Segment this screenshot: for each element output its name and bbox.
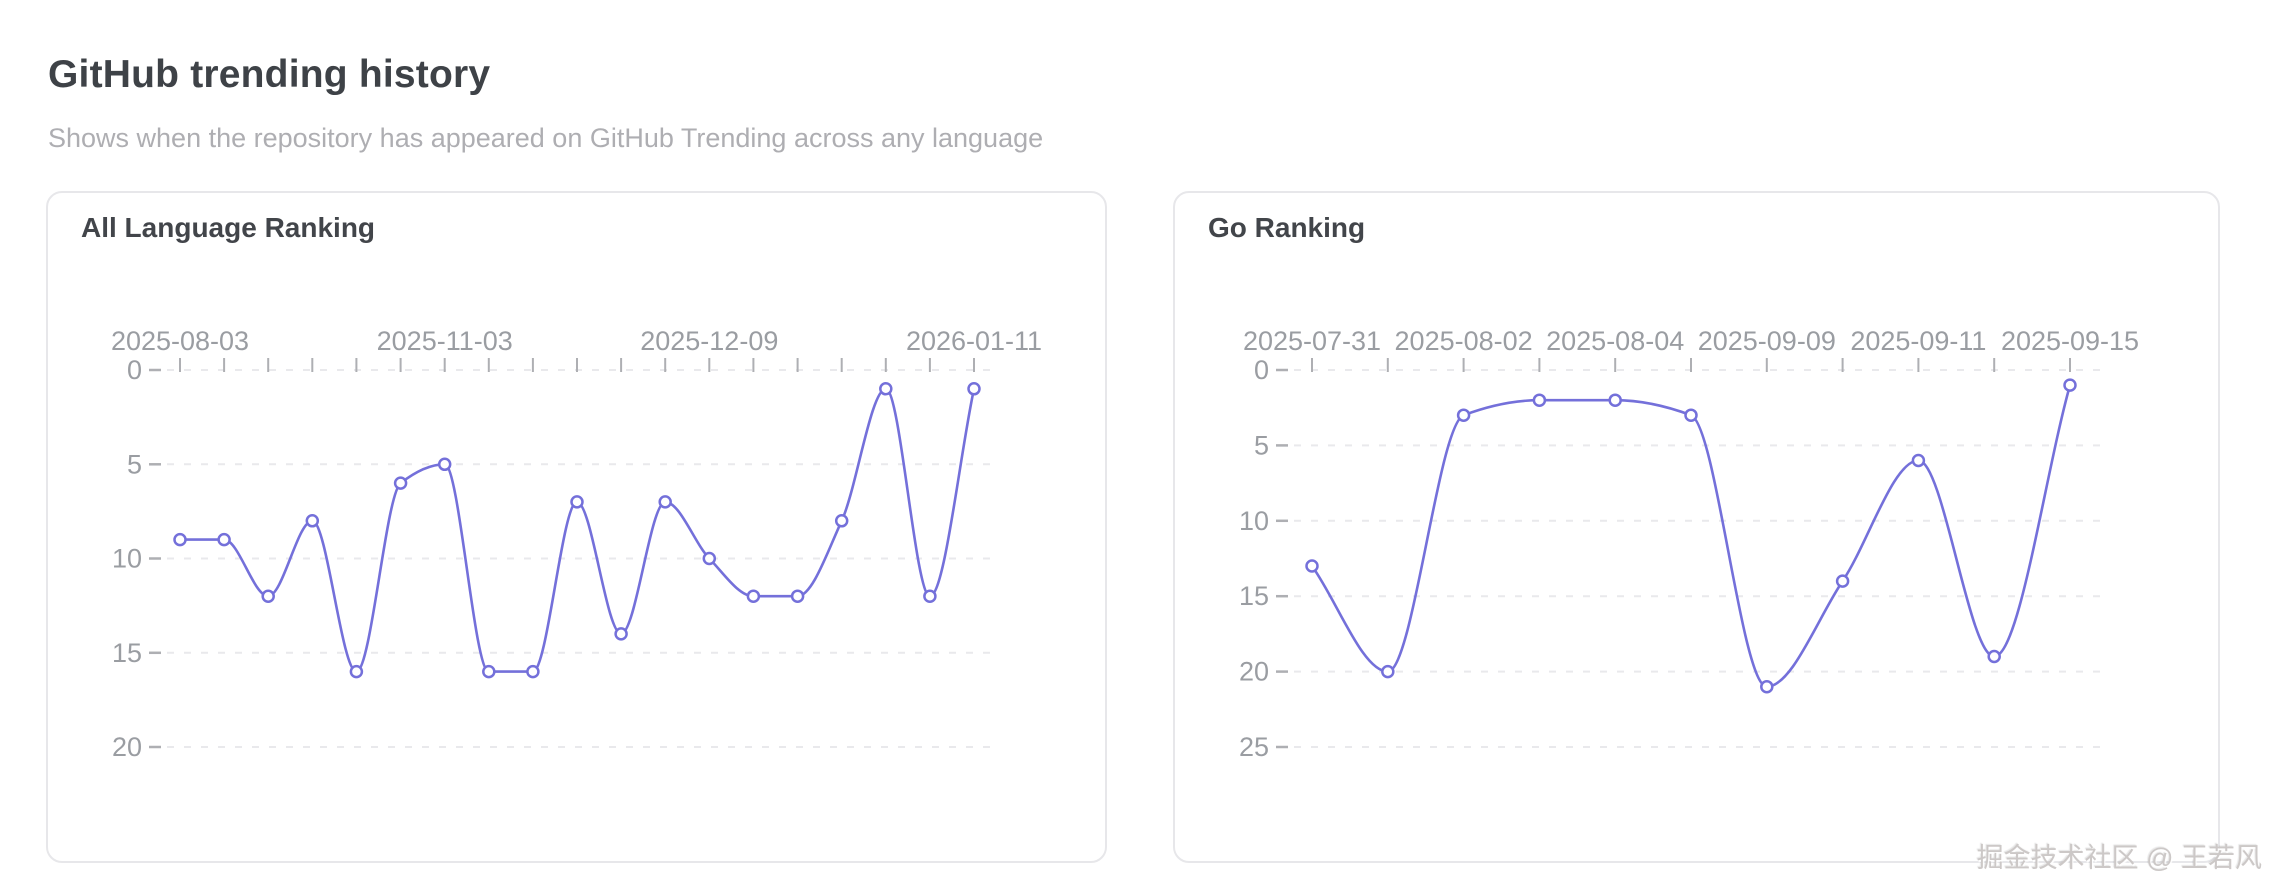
x-axis-label: 2025-08-02 — [1395, 326, 1533, 356]
data-point-marker — [614, 627, 628, 641]
x-axis-label: 2025-08-04 — [1546, 326, 1684, 356]
data-point-marker — [305, 514, 320, 528]
all-language-ranking-title: All Language Ranking — [81, 212, 376, 243]
data-point-marker — [1987, 649, 2001, 664]
data-point-marker — [1760, 679, 1774, 694]
x-axis-label: 2025-09-15 — [2001, 326, 2139, 356]
y-axis-label: 5 — [127, 449, 142, 479]
data-point-marker — [173, 532, 187, 547]
y-axis-label: 0 — [127, 355, 142, 385]
y-axis-label: 10 — [112, 544, 142, 574]
x-axis-label: 2025-08-03 — [111, 326, 249, 356]
x-axis-label: 2025-11-03 — [377, 326, 513, 356]
data-point-marker — [1608, 393, 1622, 407]
data-point-marker — [1835, 574, 1850, 588]
x-axis-label: 2025-12-09 — [640, 326, 778, 356]
data-point-marker — [217, 532, 231, 547]
data-point-marker — [834, 514, 849, 528]
data-point-marker — [1456, 408, 1471, 422]
go-ranking-card: Go Ranking 0 5 10 15 20 25 2025-07-31 2025-08-0… — [1173, 191, 2220, 863]
data-point-marker — [658, 495, 672, 509]
data-point-marker — [1305, 559, 1319, 573]
data-point-marker — [1381, 664, 1395, 679]
y-axis-label: 15 — [112, 638, 142, 668]
y-axis-label: 15 — [1239, 581, 1269, 611]
series-line — [1310, 383, 2072, 689]
data-point-marker — [790, 589, 805, 603]
data-point-marker — [702, 551, 717, 566]
data-point-marker — [879, 382, 893, 396]
page-title: GitHub trending history — [48, 53, 491, 96]
all-language-ranking-card: All Language Ranking 0 5 10 15 20 2025-08-03 2… — [46, 191, 1107, 863]
data-point-marker — [1911, 453, 1926, 468]
data-point-marker — [393, 476, 408, 490]
data-point-marker — [437, 457, 452, 472]
y-axis-label: 0 — [1254, 355, 1269, 385]
data-point-marker — [482, 664, 496, 679]
all-language-ranking-chart: 0 5 10 15 20 2025-08-03 2025-11-03 2025-12-09 20… — [111, 326, 1042, 762]
data-point-marker — [2063, 378, 2077, 392]
y-axis-label: 20 — [112, 732, 142, 762]
go-ranking-chart: 0 5 10 15 20 25 2025-07-31 2025-08-02 2025-08-04… — [1239, 326, 2139, 762]
y-axis-label: 10 — [1239, 506, 1269, 536]
x-axis-label: 2026-01-11 — [906, 326, 1042, 356]
data-point-marker — [349, 664, 364, 679]
y-axis-label: 20 — [1239, 657, 1269, 687]
y-axis-label: 25 — [1239, 732, 1269, 762]
page-header: GitHub trending history Shows when the r… — [48, 52, 1043, 154]
data-point-marker — [923, 589, 937, 603]
watermark: 掘金技术社区 @ 王若风 — [1976, 843, 2262, 873]
x-axis-label: 2025-07-31 — [1243, 326, 1381, 356]
series-line — [178, 387, 976, 673]
data-point-marker — [261, 589, 275, 603]
go-ranking-title: Go Ranking — [1208, 212, 1366, 243]
data-point-marker — [746, 589, 761, 603]
y-axis-label: 5 — [1254, 430, 1269, 460]
data-point-marker — [526, 664, 540, 679]
x-axis-label: 2025-09-11 — [1850, 326, 1986, 356]
data-point-marker — [1532, 393, 1547, 407]
x-axis-label: 2025-09-09 — [1698, 326, 1836, 356]
page-subtitle: Shows when the repository has appeared o… — [48, 123, 1044, 153]
data-point-marker — [1684, 408, 1698, 422]
data-point-marker — [570, 495, 584, 509]
data-point-marker — [967, 382, 981, 396]
